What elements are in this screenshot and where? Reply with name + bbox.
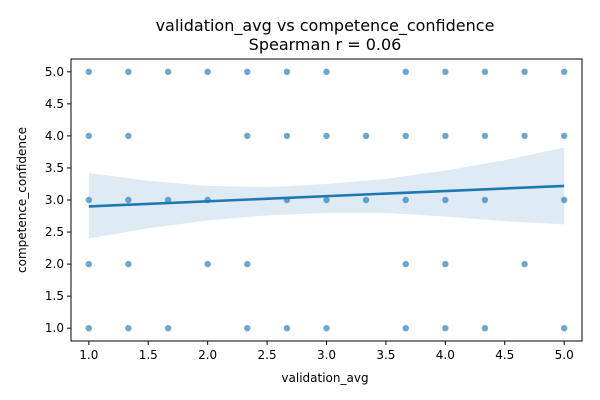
data-point: [402, 260, 409, 268]
chart-title: validation_avg vs competence_confidence: [156, 16, 495, 36]
data-point: [164, 68, 172, 76]
data-point: [402, 68, 409, 76]
x-tick-label: 5.0: [555, 348, 574, 362]
x-tick-label: 3.5: [376, 348, 395, 362]
data-point: [125, 68, 132, 76]
data-point: [125, 132, 132, 140]
data-point: [442, 196, 449, 204]
data-point: [244, 324, 251, 332]
y-tick-label: 4.0: [45, 129, 64, 143]
data-point: [164, 196, 172, 204]
data-point: [204, 68, 211, 76]
y-axis-label: competence_confidence: [15, 127, 29, 273]
data-point: [85, 196, 93, 204]
y-tick-label: 3.0: [45, 193, 64, 207]
data-point: [442, 324, 449, 332]
x-axis-label: validation_avg: [281, 371, 368, 385]
y-tick-label: 3.5: [45, 161, 64, 175]
data-point: [402, 196, 409, 204]
data-point: [442, 68, 449, 76]
data-point: [125, 196, 132, 204]
y-tick-label: 4.5: [45, 97, 64, 111]
data-point: [323, 132, 330, 140]
data-point: [560, 68, 568, 76]
x-tick-label: 1.0: [79, 348, 98, 362]
y-tick-label: 2.5: [45, 225, 64, 239]
confidence-band: [88, 147, 565, 239]
data-point: [204, 260, 211, 268]
y-tick-label: 1.0: [45, 321, 64, 335]
data-point: [125, 324, 132, 332]
data-point: [244, 260, 251, 268]
y-tick-label: 1.5: [45, 289, 64, 303]
data-point: [85, 68, 93, 76]
y-axis-ticks: 1.0 1.5 2.0 2.5 3.0 3.5 4.0 4.5 5.0: [45, 65, 71, 335]
data-point: [85, 260, 93, 268]
data-point: [244, 68, 251, 76]
regression-line-layer: [88, 184, 565, 208]
data-point: [362, 132, 370, 140]
data-point: [362, 196, 370, 204]
y-tick-label: 5.0: [45, 65, 64, 79]
data-point: [560, 196, 568, 204]
chart-subtitle: Spearman r = 0.06: [249, 35, 402, 54]
data-point: [481, 324, 489, 332]
data-point: [560, 132, 568, 140]
data-point: [402, 132, 409, 140]
data-point: [560, 324, 568, 332]
data-point: [521, 68, 528, 76]
data-point: [481, 132, 489, 140]
y-tick-label: 2.0: [45, 257, 64, 271]
data-point: [85, 324, 93, 332]
data-point: [85, 132, 93, 140]
confidence-band-layer: [88, 147, 565, 239]
data-point: [125, 260, 132, 268]
data-point: [244, 132, 251, 140]
x-axis-ticks: 1.0 1.5 2.0 2.5 3.0 3.5 4.0 4.5 5.0: [79, 341, 574, 362]
data-point: [283, 68, 291, 76]
data-point: [283, 132, 291, 140]
points-layer: [85, 68, 568, 332]
data-point: [323, 324, 330, 332]
data-point: [481, 196, 489, 204]
data-point: [323, 196, 330, 204]
data-point: [283, 324, 291, 332]
x-tick-label: 4.5: [495, 348, 514, 362]
x-tick-label: 2.5: [258, 348, 277, 362]
regression-line: [88, 184, 565, 208]
x-tick-label: 1.5: [139, 348, 158, 362]
data-point: [323, 68, 330, 76]
data-point: [481, 68, 489, 76]
data-point: [442, 132, 449, 140]
data-point: [521, 132, 528, 140]
data-point: [521, 260, 528, 268]
data-point: [164, 324, 172, 332]
x-tick-label: 3.0: [317, 348, 336, 362]
data-point: [442, 260, 449, 268]
x-tick-label: 4.0: [436, 348, 455, 362]
x-tick-label: 2.0: [198, 348, 217, 362]
data-point: [402, 324, 409, 332]
